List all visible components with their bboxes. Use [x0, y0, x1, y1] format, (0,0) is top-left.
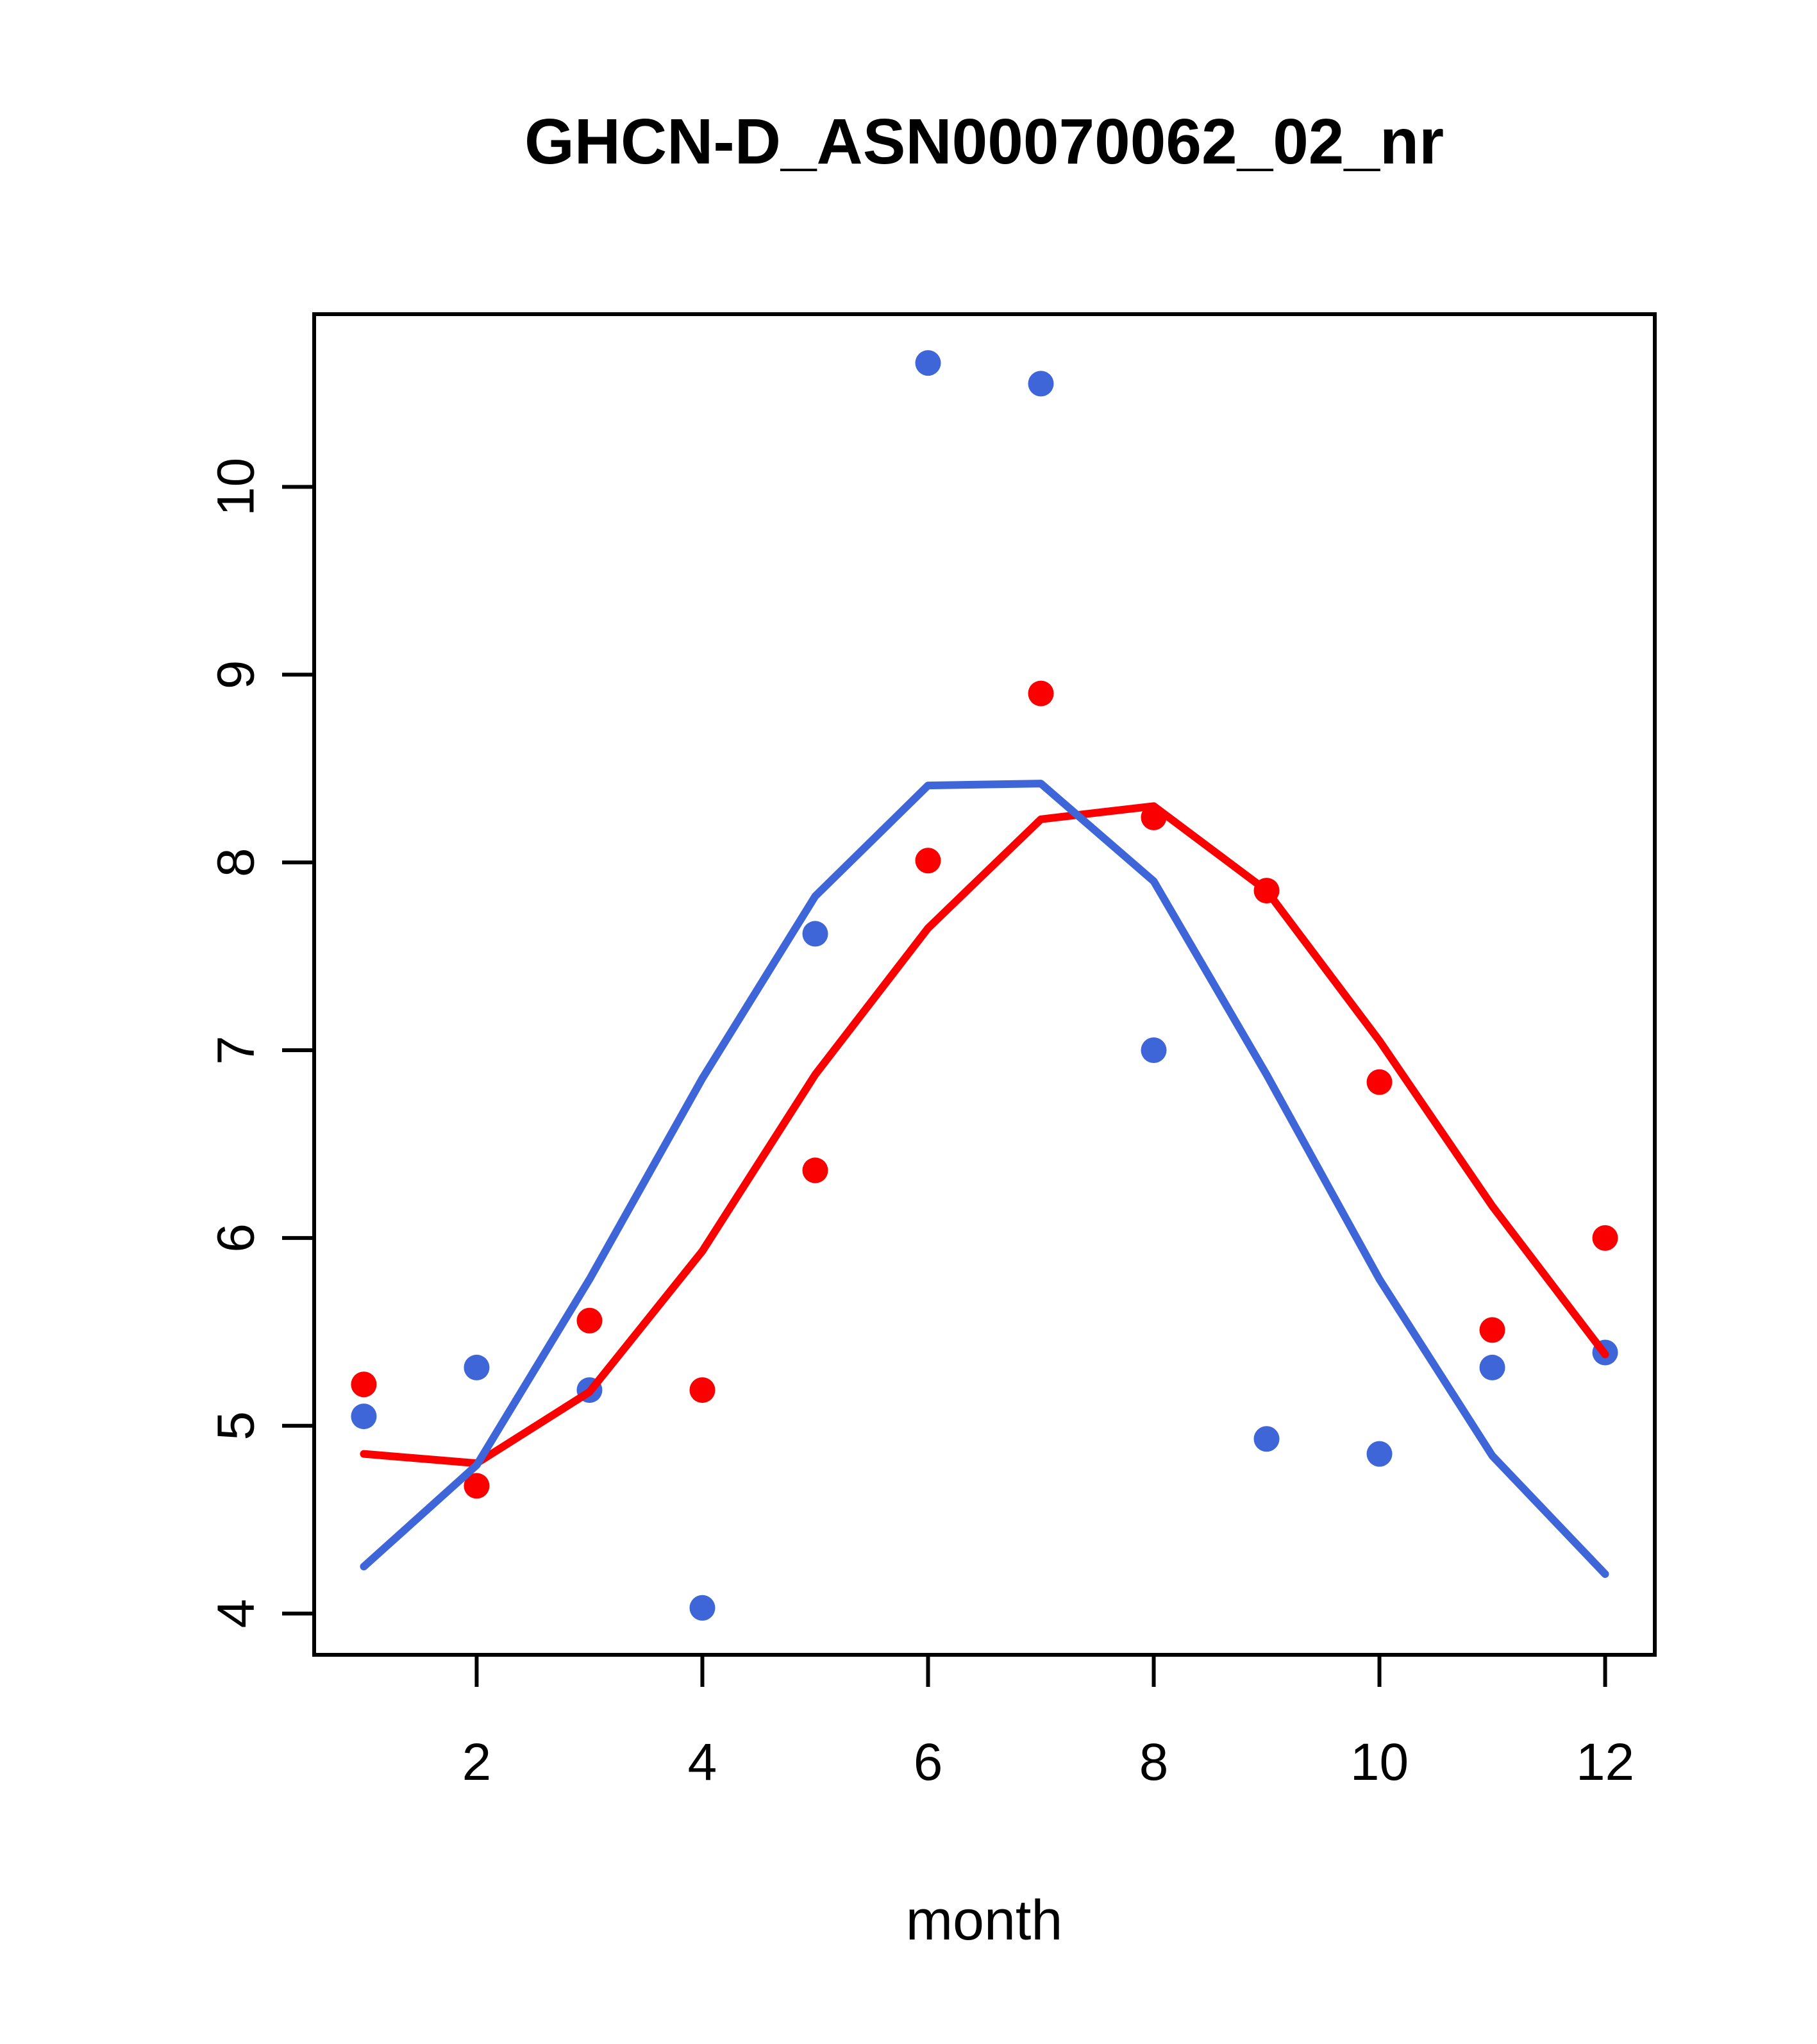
red-points [351, 680, 1618, 1499]
red-point [351, 1371, 377, 1398]
blue-point [464, 1354, 490, 1380]
y-tick-label: 6 [207, 1223, 265, 1253]
red-point [464, 1473, 490, 1499]
x-tick-label: 4 [688, 1733, 717, 1791]
x-tick-label: 10 [1350, 1733, 1409, 1791]
red-point [1592, 1225, 1618, 1251]
x-tick-label: 6 [914, 1733, 943, 1791]
red-point [576, 1307, 603, 1334]
y-tick-label: 5 [207, 1411, 265, 1441]
y-tick-label: 10 [207, 458, 265, 516]
blue-point [1366, 1441, 1393, 1467]
red-smooth-line [360, 802, 1609, 1468]
blue-point [351, 1403, 377, 1430]
red-point [1479, 1317, 1505, 1343]
y-axis: 4 5 6 7 8 9 10 [207, 458, 314, 1629]
plot-box [312, 312, 1657, 1657]
x-axis-label: month [906, 1888, 1063, 1952]
red-point [689, 1377, 716, 1403]
y-tick-label: 7 [207, 1035, 265, 1065]
blue-point [802, 921, 828, 947]
blue-point [1028, 371, 1054, 397]
x-axis: 2 4 6 8 10 12 [462, 1655, 1634, 1791]
blue-point [1253, 1426, 1280, 1452]
x-tick-label: 2 [462, 1733, 492, 1791]
y-tick-label: 4 [207, 1599, 265, 1629]
red-point [1028, 680, 1054, 707]
series-layer [351, 350, 1618, 1621]
blue-point [1479, 1354, 1505, 1380]
blue-points [351, 350, 1618, 1621]
red-point [802, 1157, 828, 1184]
blue-point [689, 1595, 716, 1621]
x-tick-label: 8 [1139, 1733, 1169, 1791]
red-point [915, 848, 941, 874]
chart-title: GHCN-D_ASN00070062_02_nr [524, 106, 1444, 178]
x-tick-label: 12 [1576, 1733, 1634, 1791]
blue-smooth-line [360, 780, 1609, 1579]
red-point [1366, 1069, 1393, 1095]
blue-point [915, 350, 941, 376]
y-tick-label: 9 [207, 660, 265, 689]
y-tick-label: 8 [207, 848, 265, 877]
blue-point [1141, 1037, 1167, 1063]
